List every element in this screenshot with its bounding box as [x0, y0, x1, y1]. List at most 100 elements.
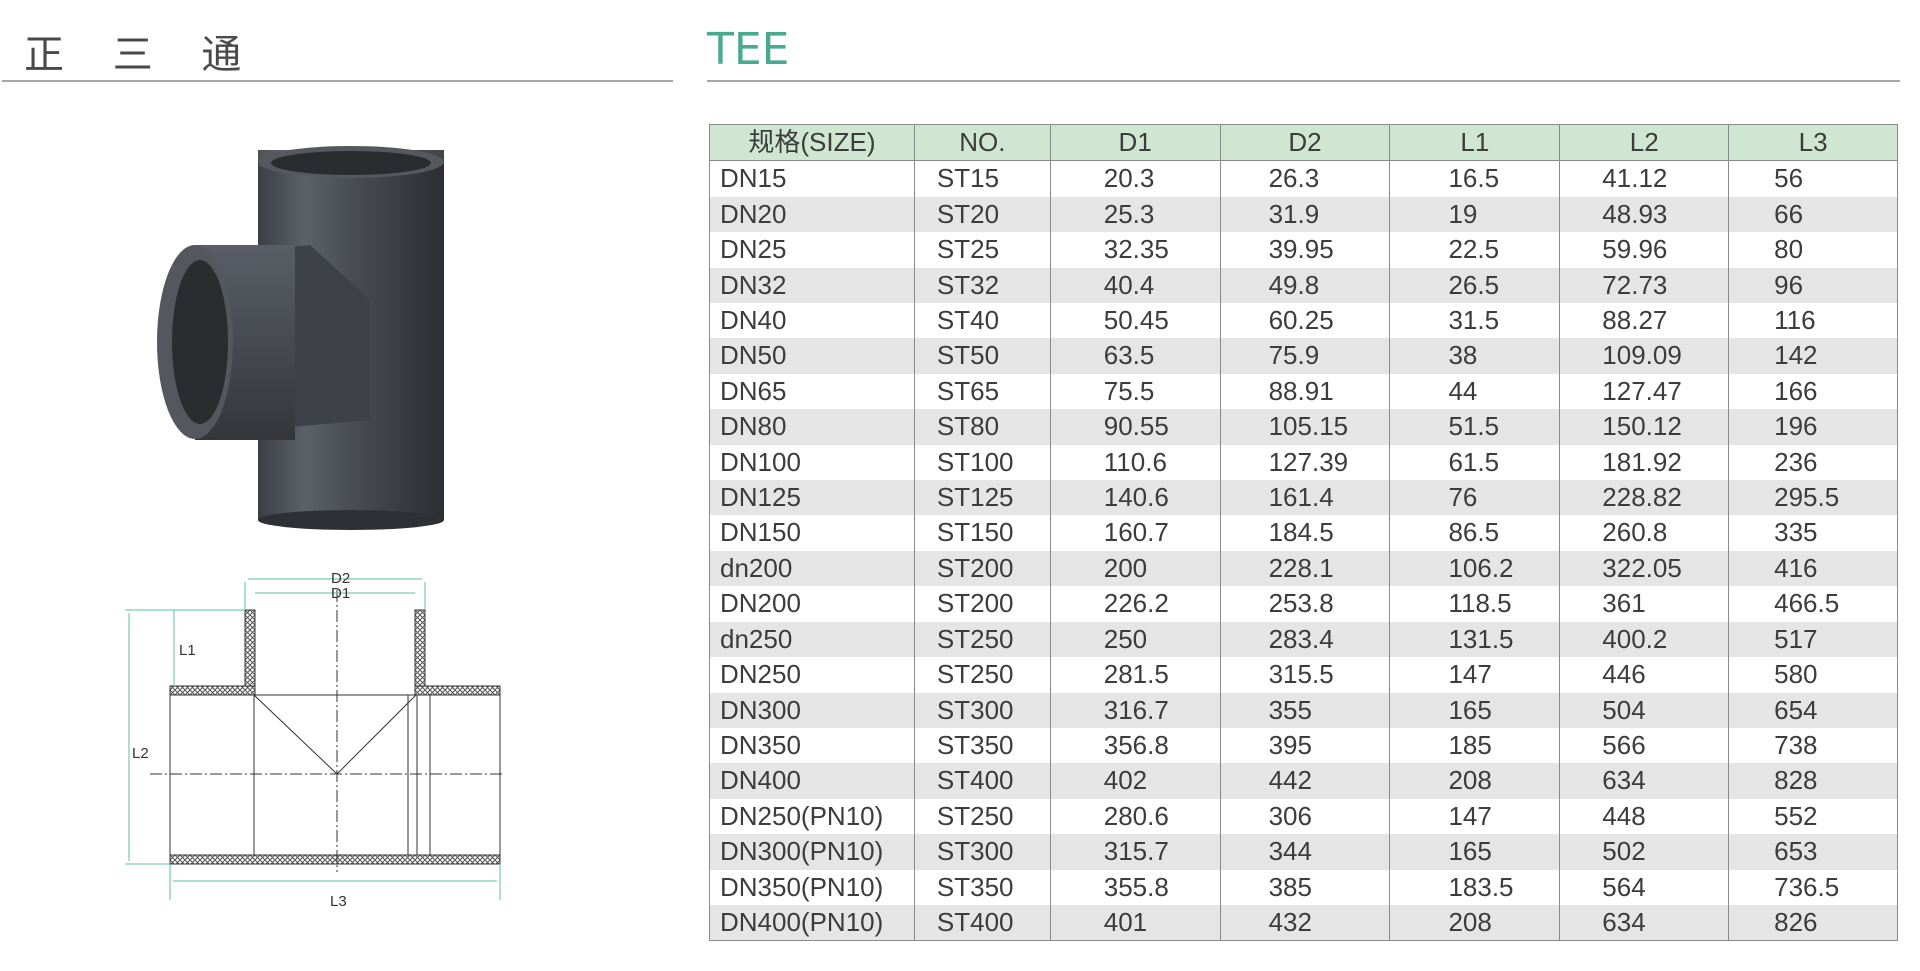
- column-header-d1: D1: [1049, 123, 1221, 162]
- cell-l2: 502: [1559, 834, 1730, 870]
- cell-no: ST40: [913, 303, 1051, 339]
- cell-l1: 165: [1389, 692, 1561, 728]
- cell-d2: 253.8: [1219, 586, 1391, 622]
- cell-d1: 316.7: [1049, 692, 1221, 728]
- cell-size: DN300(PN10): [709, 834, 915, 870]
- diagram-label-d2: D2: [331, 570, 350, 587]
- product-illustrations: D2 D1 L1 L2 L3: [125, 146, 505, 910]
- cell-no: ST50: [913, 338, 1051, 374]
- cell-l1: 51.5: [1389, 409, 1561, 445]
- cell-l3: 96: [1728, 267, 1898, 304]
- cell-l3: 335: [1728, 515, 1898, 551]
- cell-size: DN200: [709, 586, 915, 622]
- table-row: DN20 ST20 25.3 31.9 19 48.93 66: [709, 196, 1898, 233]
- cell-l2: 566: [1559, 727, 1730, 764]
- cell-size: DN300: [709, 692, 915, 728]
- cell-size: DN80: [709, 409, 915, 445]
- cell-l1: 22.5: [1389, 232, 1561, 268]
- cell-no: ST350: [913, 869, 1051, 905]
- cell-size: DN25: [709, 232, 915, 268]
- table-row: DN400(PN10) ST400 401 432 208 634 826: [709, 904, 1898, 942]
- page-title-english: TEE: [707, 24, 790, 75]
- cell-l3: 295.5: [1728, 480, 1898, 516]
- cell-l1: 26.5: [1389, 267, 1561, 304]
- cell-l3: 66: [1728, 196, 1898, 233]
- cell-l3: 56: [1728, 160, 1898, 197]
- cell-no: ST20: [913, 196, 1051, 233]
- cell-d1: 280.6: [1049, 798, 1221, 835]
- cell-l1: 61.5: [1389, 444, 1561, 481]
- cell-no: ST250: [913, 798, 1051, 835]
- cell-d1: 40.4: [1049, 267, 1221, 304]
- cell-d1: 200: [1049, 550, 1221, 587]
- table-row: DN65 ST65 75.5 88.91 44 127.47 166: [709, 373, 1898, 410]
- cell-d1: 32.35: [1049, 232, 1221, 268]
- table-row: DN25 ST25 32.35 39.95 22.5 59.96 80: [709, 232, 1898, 268]
- cell-l1: 208: [1389, 904, 1561, 942]
- cell-l3: 416: [1728, 550, 1898, 587]
- cell-l1: 16.5: [1389, 160, 1561, 197]
- cell-size: DN400(PN10): [709, 904, 915, 942]
- cell-d2: 31.9: [1219, 196, 1391, 233]
- cell-l2: 109.09: [1559, 338, 1730, 374]
- cell-d2: 161.4: [1219, 480, 1391, 516]
- cell-d2: 75.9: [1219, 338, 1391, 374]
- cell-l2: 448: [1559, 798, 1730, 835]
- cell-l2: 127.47: [1559, 373, 1730, 410]
- cell-l3: 142: [1728, 338, 1898, 374]
- cell-no: ST300: [913, 834, 1051, 870]
- cell-no: ST150: [913, 515, 1051, 551]
- cell-l3: 196: [1728, 409, 1898, 445]
- cell-d2: 395: [1219, 727, 1391, 764]
- cell-size: DN20: [709, 196, 915, 233]
- cell-l2: 72.73: [1559, 267, 1730, 304]
- cell-l1: 147: [1389, 657, 1561, 693]
- cell-l3: 580: [1728, 657, 1898, 693]
- cell-no: ST250: [913, 621, 1051, 658]
- tee-fitting-photo: [157, 146, 444, 530]
- cell-d2: 228.1: [1219, 550, 1391, 587]
- table-row: DN300(PN10) ST300 315.7 344 165 502 653: [709, 834, 1898, 870]
- cell-l1: 38: [1389, 338, 1561, 374]
- table-row: DN250 ST250 281.5 315.5 147 446 580: [709, 657, 1898, 693]
- cell-d1: 90.55: [1049, 409, 1221, 445]
- cell-no: ST125: [913, 480, 1051, 516]
- cell-l3: 653: [1728, 834, 1898, 870]
- tee-spec-table: 规格(SIZE) NO. D1 D2 L1 L2 L3 DN15 ST15 20.3…: [709, 123, 1898, 942]
- cell-no: ST32: [913, 267, 1051, 304]
- cell-d2: 283.4: [1219, 621, 1391, 658]
- title-divider-left: [2, 80, 673, 82]
- cell-l2: 361: [1559, 586, 1730, 622]
- cell-d2: 306: [1219, 798, 1391, 835]
- cell-no: ST100: [913, 444, 1051, 481]
- cell-l1: 106.2: [1389, 550, 1561, 587]
- table-row: DN32 ST32 40.4 49.8 26.5 72.73 96: [709, 267, 1898, 304]
- cell-d1: 250: [1049, 621, 1221, 658]
- cell-l3: 466.5: [1728, 586, 1898, 622]
- cell-l2: 260.8: [1559, 515, 1730, 551]
- cell-d1: 226.2: [1049, 586, 1221, 622]
- cell-no: ST250: [913, 657, 1051, 693]
- cell-d1: 110.6: [1049, 444, 1221, 481]
- cell-d2: 385: [1219, 869, 1391, 905]
- cell-l3: 166: [1728, 373, 1898, 410]
- cell-size: DN50: [709, 338, 915, 374]
- cell-l2: 228.82: [1559, 480, 1730, 516]
- table-row: DN125 ST125 140.6 161.4 76 228.82 295.5: [709, 480, 1898, 516]
- cell-no: ST25: [913, 232, 1051, 268]
- cell-l3: 828: [1728, 763, 1898, 799]
- cell-l3: 552: [1728, 798, 1898, 835]
- cell-size: DN250(PN10): [709, 798, 915, 835]
- cell-d2: 88.91: [1219, 373, 1391, 410]
- cell-l1: 86.5: [1389, 515, 1561, 551]
- cell-l1: 208: [1389, 763, 1561, 799]
- cell-d2: 26.3: [1219, 160, 1391, 197]
- column-header-l1: L1: [1389, 123, 1561, 162]
- table-row: DN50 ST50 63.5 75.9 38 109.09 142: [709, 338, 1898, 374]
- cell-d1: 63.5: [1049, 338, 1221, 374]
- cell-d1: 25.3: [1049, 196, 1221, 233]
- cell-d1: 140.6: [1049, 480, 1221, 516]
- table-row: DN15 ST15 20.3 26.3 16.5 41.12 56: [709, 160, 1898, 197]
- cell-l3: 736.5: [1728, 869, 1898, 905]
- cell-size: DN250: [709, 657, 915, 693]
